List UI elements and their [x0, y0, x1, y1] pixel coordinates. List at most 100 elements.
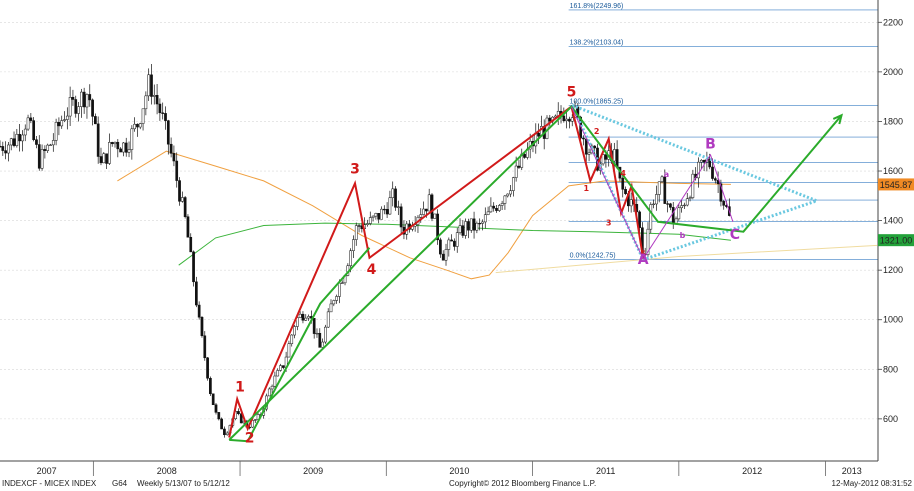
- price-tag-box: [878, 234, 914, 247]
- candle: [713, 176, 717, 184]
- candle: [377, 213, 381, 224]
- candle: [21, 130, 24, 152]
- elliott-wave-lines: [228, 102, 844, 443]
- candle: [206, 356, 209, 381]
- candle-body: [335, 296, 338, 301]
- candle: [40, 144, 44, 171]
- candle: [192, 250, 195, 287]
- candle: [506, 193, 510, 198]
- candle-body: [399, 206, 403, 228]
- candle-body: [349, 250, 352, 266]
- candle-body: [366, 223, 369, 225]
- x-tick-2009: 2009: [303, 466, 323, 476]
- candle: [18, 123, 21, 152]
- candle: [354, 222, 358, 246]
- candle-body: [108, 142, 111, 164]
- candle-body: [197, 304, 201, 318]
- candle: [582, 135, 585, 146]
- candle: [332, 299, 336, 307]
- candle: [155, 84, 159, 115]
- candle: [23, 124, 27, 142]
- candle: [624, 186, 627, 196]
- candle-body: [43, 149, 47, 151]
- candle: [74, 95, 78, 118]
- wave-label-3: 3: [606, 219, 612, 228]
- candle: [391, 181, 395, 207]
- y-tick-2200: 2200: [883, 17, 903, 27]
- candle-body: [7, 144, 10, 154]
- candle: [237, 408, 240, 416]
- candle: [85, 93, 89, 119]
- candle: [270, 384, 274, 394]
- candle-body: [517, 165, 521, 168]
- candle-body: [382, 208, 386, 211]
- candle-body: [509, 190, 512, 195]
- footer-ticker: INDEXCF - MICEX INDEX: [2, 479, 97, 488]
- candle: [340, 280, 344, 284]
- candle: [469, 218, 473, 233]
- candle: [220, 417, 223, 430]
- candle: [54, 118, 58, 146]
- candle-body: [223, 428, 226, 436]
- candle-body: [568, 118, 571, 122]
- candle: [136, 123, 139, 137]
- wave-label-B: B: [705, 137, 716, 153]
- candle: [15, 128, 19, 148]
- candle: [565, 109, 568, 129]
- candle-body: [722, 201, 726, 206]
- candle: [197, 301, 201, 320]
- candle: [32, 117, 36, 142]
- moving-averages: [117, 150, 878, 280]
- ma-pale-line: [495, 244, 878, 274]
- candle-body: [570, 117, 574, 122]
- candle-body: [464, 221, 467, 236]
- candle-body: [290, 334, 294, 344]
- candle: [677, 203, 681, 222]
- candle-body: [584, 138, 588, 155]
- candle-body: [713, 178, 717, 181]
- candle: [195, 276, 198, 308]
- candle: [82, 87, 86, 114]
- candle-body: [46, 144, 50, 151]
- candle-body: [582, 137, 585, 140]
- candle: [161, 102, 165, 120]
- candle: [318, 328, 322, 348]
- candle: [108, 133, 111, 166]
- candle-body: [329, 303, 333, 313]
- candle: [545, 115, 549, 140]
- candle-body: [601, 154, 605, 165]
- y-tick-1800: 1800: [883, 116, 903, 126]
- candle: [517, 159, 521, 169]
- candle-body: [49, 144, 52, 146]
- wave-label-a: a: [664, 170, 669, 179]
- wave-label-1: 1: [583, 184, 589, 193]
- candle: [175, 152, 179, 188]
- candle: [388, 190, 392, 215]
- candle: [26, 114, 30, 131]
- candle: [374, 212, 378, 220]
- candle-body: [458, 225, 462, 233]
- fibonacci-levels: 161.8%(2249.96) 138.2%(2103.04) 100.0%(186…: [568, 3, 878, 260]
- candle-body: [138, 123, 142, 128]
- candle: [307, 314, 310, 321]
- candle-body: [195, 281, 198, 306]
- candle: [430, 193, 434, 222]
- candle-body: [548, 117, 552, 122]
- x-tick-2008: 2008: [157, 466, 177, 476]
- wave-label-4: 4: [367, 262, 377, 278]
- candle-body: [281, 365, 285, 368]
- candle: [312, 318, 316, 339]
- candle-body: [495, 208, 498, 211]
- candle: [94, 113, 97, 125]
- candle-body: [29, 117, 33, 121]
- candle-body: [430, 194, 434, 219]
- candle: [9, 137, 13, 151]
- candle: [503, 194, 507, 210]
- price-tag-value: 1321.00: [880, 236, 913, 246]
- candle-body: [506, 193, 510, 197]
- candle-body: [158, 103, 162, 114]
- candle: [326, 308, 330, 329]
- candle: [4, 141, 7, 160]
- footer-range: Weekly 5/13/07 to 5/12/12: [137, 479, 230, 488]
